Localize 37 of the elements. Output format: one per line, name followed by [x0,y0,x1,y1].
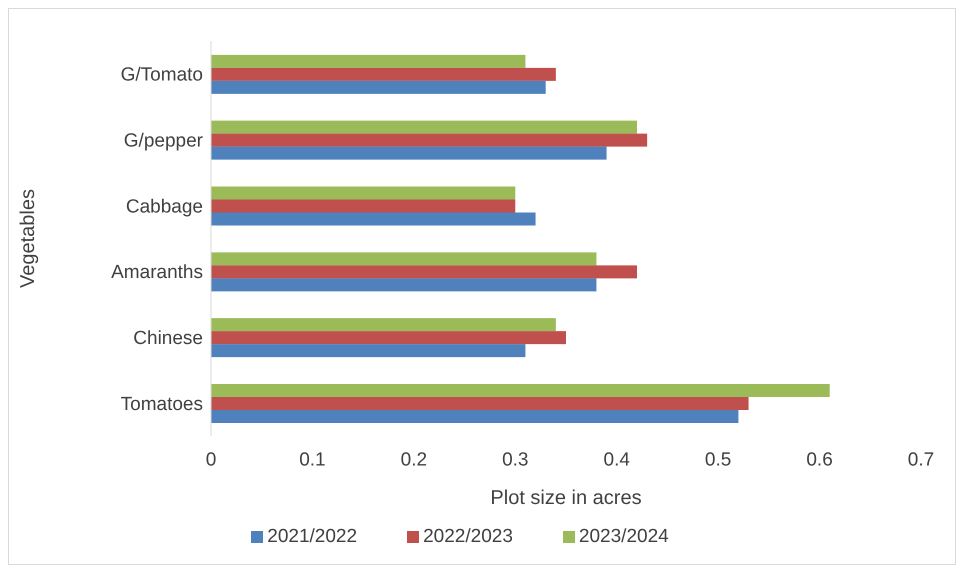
bar [211,68,556,81]
x-tick-label: 0.2 [400,449,428,470]
bar [211,252,596,266]
y-tick-label: Amaranths [111,262,203,284]
legend-label: 2023/2024 [578,526,669,547]
bar [211,384,830,397]
bar [211,146,607,160]
bar [211,54,526,68]
x-tick-label: 0.7 [908,449,934,470]
y-tick-label: G/Tomato [120,64,203,86]
y-tick-label: Cabbage [126,196,203,218]
bar [211,134,648,147]
bar [211,186,516,200]
bar [211,410,738,423]
bar [211,278,596,292]
bar [211,344,526,358]
bar [211,212,536,226]
y-axis-title: Vegetables [17,189,40,288]
bar [211,396,749,410]
x-tick-label: 0.6 [806,449,833,470]
x-tick-label: 0 [206,449,216,470]
y-tick-label: G/pepper [124,130,204,152]
bar [211,318,556,332]
x-tick-label: 0.1 [299,449,326,470]
x-tick-label: 0.3 [502,449,528,470]
y-tick-label: Chinese [133,328,203,349]
bar [211,199,516,212]
bar [211,331,566,344]
legend-label: 2021/2022 [267,526,358,547]
y-tick-label: Tomatoes [120,394,203,415]
x-tick-label: 0.4 [604,449,630,470]
bar [211,80,546,94]
legend-label: 2022/2023 [423,526,513,547]
bar [211,120,637,134]
x-tick-label: 0.5 [704,449,732,470]
x-axis-title: Plot size in acres [490,487,642,509]
bar [211,265,637,278]
